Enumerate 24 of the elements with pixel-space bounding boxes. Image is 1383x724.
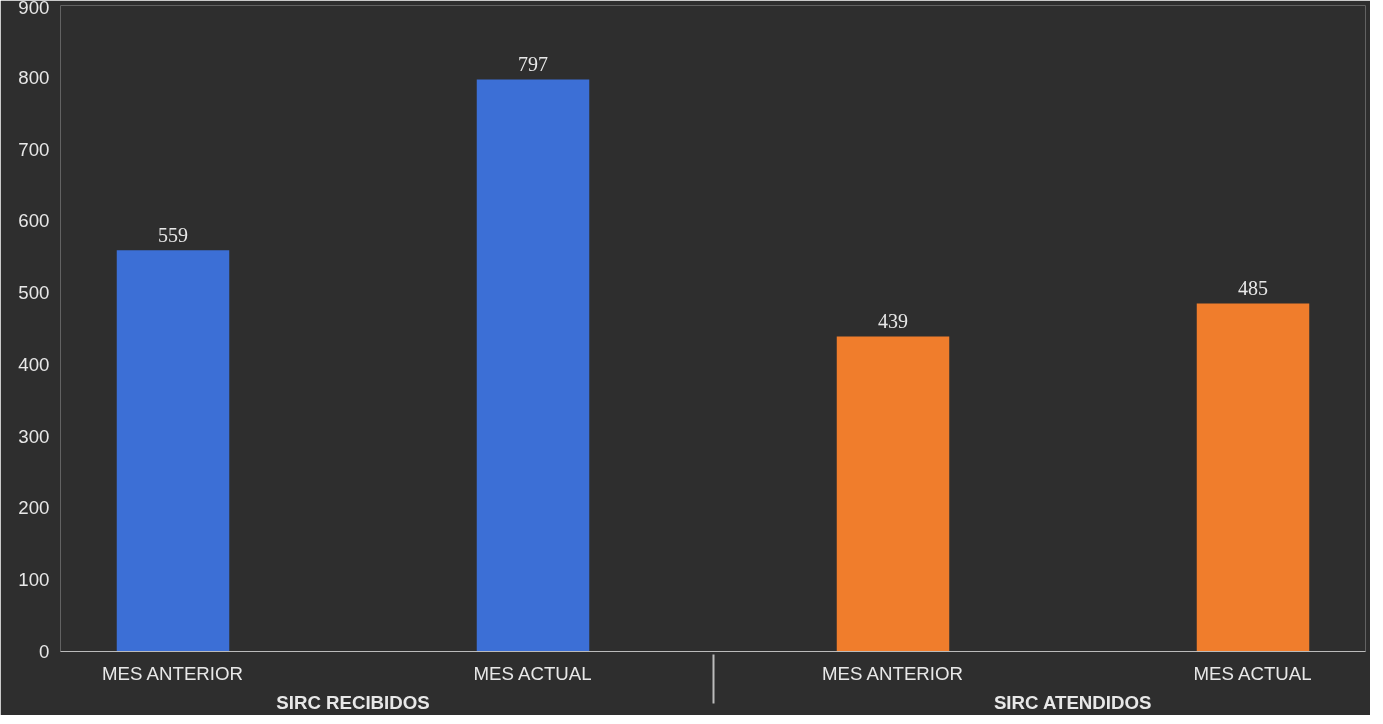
y-tick-label: 400 (18, 353, 50, 375)
text: SIRC RECIBIDOS (276, 691, 430, 713)
x-tick-label: MES ACTUAL (1193, 662, 1312, 684)
y-tick-label: 300 (18, 425, 50, 447)
data-label: 485 (1238, 277, 1268, 300)
y-tick-label: 900 (18, 0, 50, 18)
y-tick-label: 0 (39, 641, 50, 662)
x-tick-label: MES ANTERIOR (822, 662, 963, 684)
y-tick-label: 500 (18, 282, 50, 304)
y-tick-label: 700 (18, 138, 50, 160)
y-tick-label: 600 (18, 210, 50, 232)
data-label: 559 (158, 224, 188, 247)
data-label: 797 (518, 53, 548, 76)
bar (476, 79, 590, 652)
data-label: 439 (878, 310, 908, 333)
y-tick-label: 800 (18, 66, 50, 88)
y-tick-label: 200 (18, 497, 50, 519)
bar (1196, 303, 1310, 652)
bar (836, 336, 950, 652)
x-tick-label: MES ANTERIOR (102, 662, 243, 684)
x-tick-label: MES ACTUAL (473, 662, 592, 684)
y-tick-label: 100 (18, 569, 50, 591)
text: SIRC ATENDIDOS (993, 691, 1152, 713)
bar (116, 250, 230, 652)
